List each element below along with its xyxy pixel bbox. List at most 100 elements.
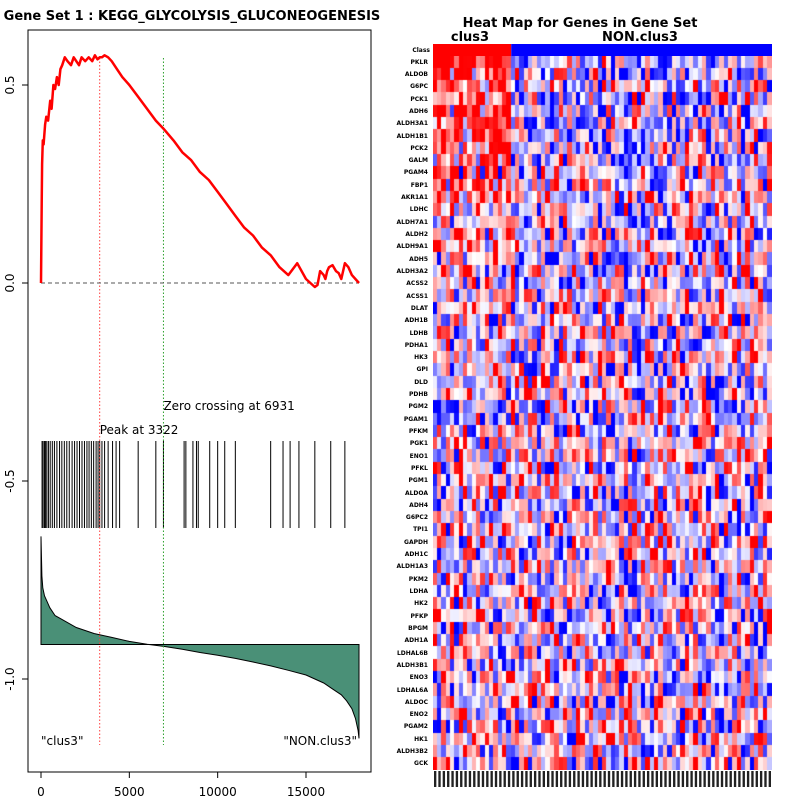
plot-frame <box>27 29 372 773</box>
gene-label: PFKP <box>410 612 428 620</box>
peak-annotation: Peak at 3322 <box>100 423 179 437</box>
sample-label-mark <box>738 771 741 787</box>
sample-label-mark <box>612 771 615 787</box>
sample-label-mark <box>442 771 446 787</box>
gene-label: ADH6 <box>409 107 428 115</box>
gene-label: PGM1 <box>408 477 428 485</box>
class-bar-segment <box>511 44 772 56</box>
sample-label-mark <box>568 771 572 787</box>
guide-lines <box>41 58 359 745</box>
gene-label: LDHAL6A <box>396 686 428 694</box>
sample-label-mark <box>690 771 693 787</box>
sample-label-mark <box>712 771 715 787</box>
sample-label-mark <box>468 771 472 787</box>
gene-label: ALDH3A1 <box>396 120 428 128</box>
sample-label-mark <box>625 771 628 787</box>
gene-label: PGK1 <box>409 440 428 448</box>
y-tick-label: -1.0 <box>3 667 17 690</box>
sample-label-mark <box>547 771 550 787</box>
ranked-metric-area <box>40 536 360 739</box>
sample-label-mark <box>729 771 732 787</box>
sample-label-mark <box>668 771 672 787</box>
y-tick-label: 0.0 <box>3 273 17 292</box>
gene-label: PCK2 <box>410 144 428 152</box>
gene-label: LDHB <box>409 329 428 337</box>
gene-label: PFKM <box>408 428 428 435</box>
class-label-clus3: clus3 <box>451 30 489 45</box>
sample-label-mark <box>768 771 771 787</box>
sample-label-mark <box>581 771 585 787</box>
sample-label-mark <box>516 771 519 787</box>
sample-label-mark <box>490 771 493 787</box>
sample-label-mark <box>716 771 719 787</box>
gene-label: ADH4 <box>409 501 428 509</box>
left-class-label: "clus3" <box>41 734 83 748</box>
sample-label-mark <box>590 771 593 787</box>
sample-label-mark <box>451 771 454 787</box>
sample-label-mark <box>633 771 637 787</box>
gene-label: ALDOC <box>405 698 428 706</box>
gene-label: GAPDH <box>404 538 428 546</box>
sample-label-mark <box>447 771 450 787</box>
gene-label: PGAM2 <box>403 723 428 731</box>
gene-label: ENO2 <box>409 711 428 719</box>
metric-area <box>40 536 360 739</box>
gene-label: AKR1A1 <box>401 194 428 202</box>
gene-label: ALDH9A1 <box>396 243 428 251</box>
gene-label: ADH1C <box>404 551 428 559</box>
sample-label-mark <box>473 771 476 787</box>
gene-label: ADH1B <box>404 317 428 325</box>
sample-label-mark <box>520 771 524 787</box>
sample-label-mark <box>586 771 589 787</box>
gene-label: ALDOA <box>404 489 428 497</box>
right-class-label: "NON.clus3" <box>283 734 357 748</box>
sample-label-mark <box>481 771 485 787</box>
gene-label: ALDH1B1 <box>396 132 428 140</box>
gene-label: ADH5 <box>409 255 428 263</box>
sample-label-mark <box>694 771 698 787</box>
gene-label: ENO3 <box>409 674 428 682</box>
class-bar-segment <box>433 44 512 56</box>
sample-label-mark <box>725 771 728 787</box>
sample-label-mark <box>681 771 685 787</box>
gene-label: LDHAL6B <box>396 649 428 657</box>
sample-label-mark <box>759 771 763 787</box>
gene-label: FBP1 <box>410 181 428 189</box>
gene-label: GPI <box>416 366 428 374</box>
sample-label-mark <box>507 771 511 787</box>
sample-label-mark <box>494 771 498 787</box>
zero-crossing-annotation: Zero crossing at 6931 <box>163 399 294 413</box>
es-line <box>39 54 360 289</box>
sample-label-mark <box>616 771 619 787</box>
enrichment-plot-title: Gene Set 1 : KEGG_GLYCOLYSIS_GLUCONEOGEN… <box>4 9 381 24</box>
sample-label-mark <box>673 771 676 787</box>
sample-label-mark <box>434 771 437 787</box>
x-tick-label: 10000 <box>199 785 237 799</box>
sample-label-mark <box>703 771 706 787</box>
gene-label: LDHA <box>409 588 428 595</box>
sample-label-mark <box>607 771 611 787</box>
gene-label: ACSS2 <box>406 280 428 288</box>
gene-label: DLD <box>414 378 428 386</box>
sample-label-mark <box>742 771 745 787</box>
sample-label-mark <box>660 771 663 787</box>
gene-label: ACSS1 <box>406 292 428 300</box>
sample-label-mark <box>594 771 598 787</box>
gene-label: PCK1 <box>410 95 428 103</box>
sample-label-mark <box>455 771 459 787</box>
sample-label-mark <box>603 771 606 787</box>
sample-label-mark <box>651 771 654 787</box>
heatmap-cells <box>433 56 772 770</box>
x-tick-label: 5000 <box>114 785 145 799</box>
gene-label: ALDOB <box>404 71 428 78</box>
sample-label-mark <box>486 771 489 787</box>
gene-hit-marks <box>41 441 346 528</box>
sample-label-mark <box>686 771 689 787</box>
sample-label-mark <box>538 771 541 787</box>
sample-label-mark <box>529 771 532 787</box>
gene-label: HK2 <box>414 600 428 608</box>
sample-label-mark <box>464 771 467 787</box>
x-tick-label: 15000 <box>287 785 325 799</box>
sample-label-mark <box>525 771 528 787</box>
class-row-label: Class <box>412 47 430 54</box>
